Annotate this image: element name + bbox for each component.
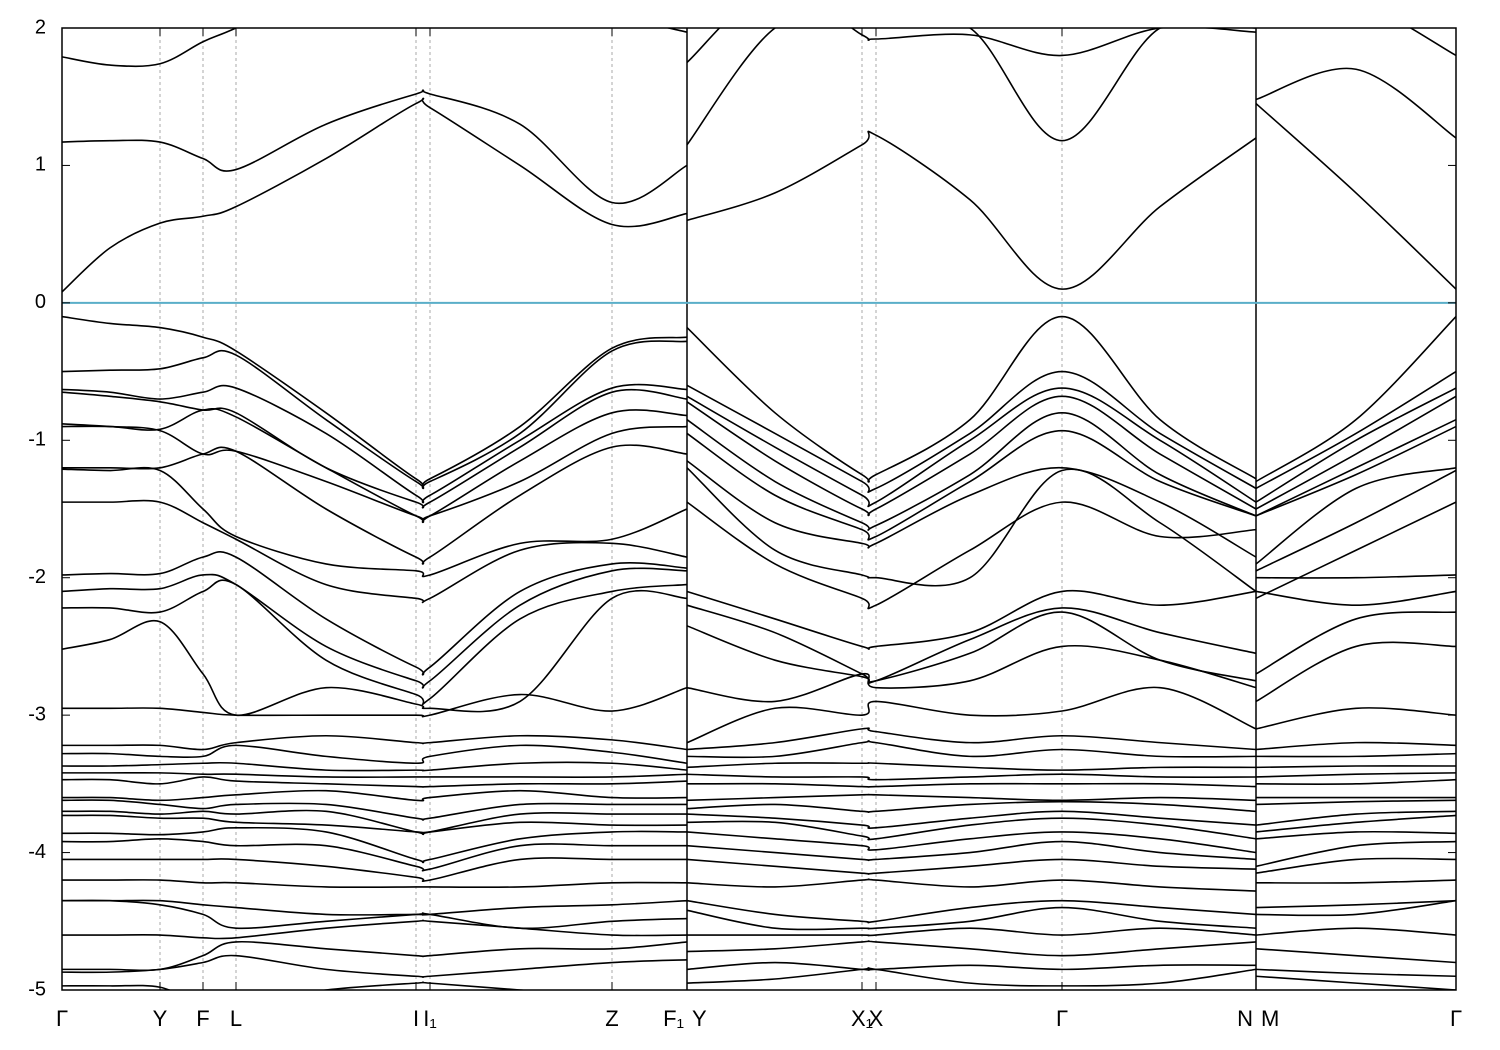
y-tick-label: 0 (35, 291, 46, 313)
band-line (62, 589, 1456, 716)
bands (62, 28, 1456, 990)
band-line (62, 814, 1456, 841)
x-tick-label: Y (153, 1006, 168, 1031)
band-line (62, 919, 1456, 940)
band-line (62, 776, 1456, 788)
y-tick-label: 1 (35, 154, 46, 176)
x-tick-label: Y (692, 1006, 707, 1031)
band-line (62, 838, 1456, 872)
band-line (62, 28, 1456, 205)
band-line (62, 761, 1456, 772)
band-line (62, 97, 1456, 293)
plot-frame (61, 27, 1457, 991)
band-line (62, 579, 1456, 706)
x-tick-label: X (869, 1006, 884, 1031)
band-line (62, 422, 1456, 541)
band-line (62, 315, 1456, 487)
band-line (62, 899, 1456, 924)
band-line (62, 899, 1456, 931)
band-line (62, 28, 1456, 68)
band-line (62, 809, 1456, 836)
band-line (62, 954, 1456, 978)
band-line (62, 407, 1456, 531)
x-tick-label: X₁ (851, 1006, 873, 1031)
y-tick-label: -3 (28, 703, 46, 725)
x-tick-label: I₁ (423, 1006, 437, 1031)
y-tick-label: -4 (28, 841, 46, 863)
x-tick-label: Γ (1056, 1006, 1068, 1031)
x-tick-label: Z (605, 1006, 618, 1031)
band-line (62, 466, 1456, 593)
band-line (62, 499, 1456, 610)
band-line (62, 740, 1456, 765)
x-tick-label: I (413, 1006, 419, 1031)
band-line (62, 826, 1456, 864)
band-line (62, 551, 1456, 676)
band-line (62, 799, 1456, 821)
x-tick-label: N (1237, 1006, 1253, 1031)
band-line (62, 388, 1456, 517)
band-line (62, 444, 1456, 565)
band-line (62, 383, 1456, 508)
band-line (62, 727, 1456, 751)
axes: Γ Y F L I I₁ Z F₁ Y X₁X Γ N M Γ 2 1 0 -1 -2 -3 -4 -5 (28, 16, 1462, 1031)
x-tick-label: Γ (1450, 1006, 1462, 1031)
band-line (62, 789, 1456, 802)
x-tick-label: L (230, 1006, 242, 1031)
y-tick-label: -1 (28, 429, 46, 451)
band-line (62, 686, 1456, 744)
y-tick-label: -2 (28, 566, 46, 588)
y-tick-label: 2 (35, 16, 46, 38)
x-tick-label: M (1261, 1006, 1279, 1031)
band-line (62, 771, 1456, 781)
x-tick-label: F₁ (663, 1006, 684, 1031)
x-tick-label: F (196, 1006, 209, 1031)
band-line (62, 857, 1456, 882)
x-tick-label: Γ (56, 1006, 68, 1031)
band-line (62, 340, 1456, 493)
band-line (62, 878, 1456, 892)
band-line (62, 567, 1456, 689)
y-tick-label: -5 (28, 978, 46, 1000)
band-line (62, 967, 1456, 990)
